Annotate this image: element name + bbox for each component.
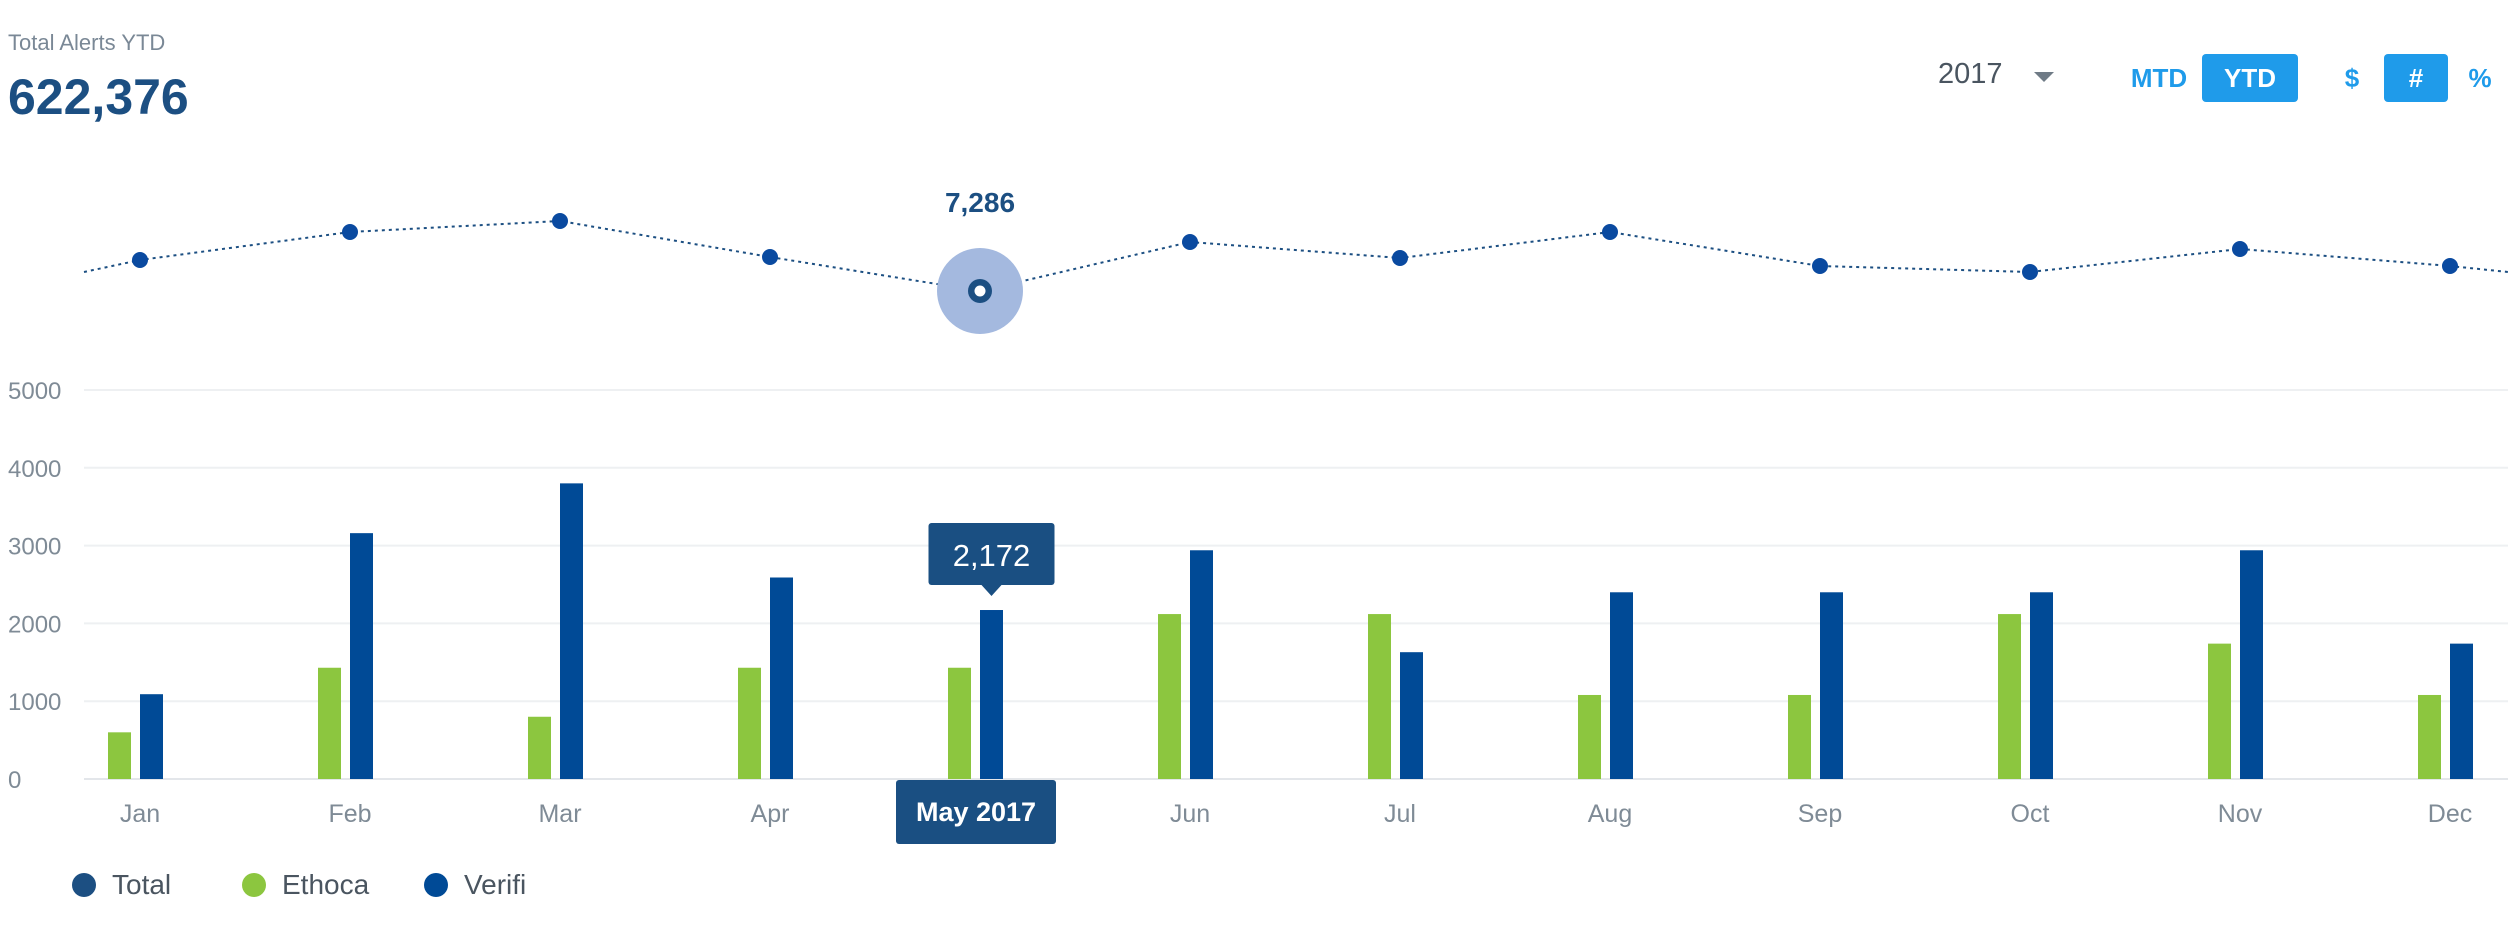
legend-dot-total	[72, 873, 96, 897]
legend-item-ethoca[interactable]: Ethoca	[242, 868, 369, 902]
chevron-down-icon[interactable]	[2034, 72, 2054, 82]
y-tick-label: 0	[8, 767, 21, 794]
bar-verifi[interactable]	[1190, 550, 1213, 779]
x-tick-label: Sep	[1798, 800, 1842, 828]
mtd-toggle[interactable]: MTD	[2122, 54, 2196, 102]
dollar-toggle[interactable]: $	[2332, 54, 2372, 102]
legend-dot-ethoca	[242, 873, 266, 897]
x-tick-label: Jan	[120, 800, 160, 828]
y-tick-label: 4000	[8, 456, 61, 483]
bar-ethoca[interactable]	[2208, 643, 2231, 779]
bar-ethoca[interactable]	[948, 667, 971, 779]
bar-ethoca[interactable]	[2418, 694, 2441, 779]
value-tooltip-label: 2,172	[953, 538, 1031, 573]
year-select[interactable]: 2017	[1938, 58, 2003, 90]
legend-label-ethoca: Ethoca	[282, 869, 370, 900]
kpi-label: Total Alerts YTD	[8, 30, 166, 55]
legend-item-total[interactable]: Total	[72, 868, 171, 902]
x-tick-label: Feb	[328, 800, 371, 828]
total-point[interactable]	[1182, 234, 1198, 250]
value-tooltip	[928, 523, 1055, 585]
total-point-center	[974, 285, 986, 297]
total-point[interactable]	[552, 213, 568, 229]
bar-verifi[interactable]	[140, 694, 163, 779]
x-tick-label: Oct	[2011, 800, 2050, 828]
x-tick-label: Jun	[1170, 800, 1210, 828]
bar-verifi[interactable]	[560, 483, 583, 779]
y-tick-label: 2000	[8, 611, 61, 638]
bar-ethoca[interactable]	[1788, 694, 1811, 779]
x-tick-label: Dec	[2428, 800, 2472, 828]
total-point[interactable]	[1812, 258, 1828, 274]
bar-verifi[interactable]	[980, 610, 1003, 779]
bar-ethoca[interactable]	[1578, 694, 1601, 779]
bar-ethoca[interactable]	[1368, 614, 1391, 779]
kpi-value: 622,376	[8, 69, 189, 125]
total-point[interactable]	[1602, 224, 1618, 240]
total-point[interactable]	[132, 252, 148, 268]
legend-label-verifi: Verifi	[464, 869, 527, 900]
bar-verifi[interactable]	[2030, 592, 2053, 779]
total-point[interactable]	[2232, 241, 2248, 257]
bar-ethoca[interactable]	[108, 732, 131, 779]
total-point[interactable]	[342, 224, 358, 240]
total-point[interactable]	[1392, 250, 1408, 266]
legend-label-total: Total	[112, 869, 172, 900]
count-toggle[interactable]: #	[2384, 54, 2448, 102]
total-point[interactable]	[2022, 264, 2038, 280]
category-tooltip-label: May 2017	[916, 797, 1036, 827]
bar-ethoca[interactable]	[1158, 614, 1181, 779]
total-point[interactable]	[762, 249, 778, 265]
legend-item-verifi[interactable]: Verifi	[424, 868, 526, 902]
x-tick-label: Jul	[1384, 800, 1416, 828]
bar-verifi[interactable]	[1610, 592, 1633, 779]
x-tick-label: Mar	[538, 800, 581, 828]
bar-ethoca[interactable]	[318, 667, 341, 779]
y-tick-label: 5000	[8, 378, 61, 405]
bar-ethoca[interactable]	[528, 716, 551, 779]
x-tick-label: Nov	[2218, 800, 2263, 828]
total-highlight-label: 7,286	[945, 187, 1015, 218]
ytd-toggle[interactable]: YTD	[2202, 54, 2298, 102]
bar-verifi[interactable]	[1400, 652, 1423, 779]
bar-ethoca[interactable]	[738, 667, 761, 779]
x-tick-label: Apr	[751, 800, 790, 828]
x-tick-label: Aug	[1588, 800, 1632, 828]
y-tick-label: 3000	[8, 534, 61, 561]
bar-ethoca[interactable]	[1998, 614, 2021, 779]
total-point[interactable]	[2442, 258, 2458, 274]
legend-dot-verifi	[424, 873, 448, 897]
value-tooltip-arrow	[981, 585, 1002, 596]
bar-verifi[interactable]	[2240, 550, 2263, 779]
total-series-line	[83, 219, 2508, 293]
bar-verifi[interactable]	[770, 577, 793, 779]
percent-toggle[interactable]: %	[2460, 54, 2500, 102]
bar-verifi[interactable]	[2450, 643, 2473, 779]
bar-verifi[interactable]	[1820, 592, 1843, 779]
category-tooltip	[896, 780, 1056, 844]
bar-verifi[interactable]	[350, 533, 373, 779]
y-tick-label: 1000	[8, 689, 61, 716]
